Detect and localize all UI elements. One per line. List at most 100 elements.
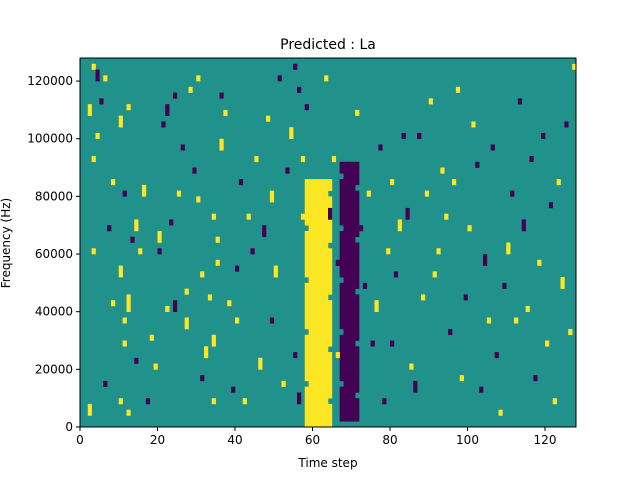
heatmap-band-cell	[355, 334, 360, 341]
heatmap-band-cell	[316, 386, 321, 393]
heatmap-cell	[405, 213, 410, 220]
heatmap-band-cell	[355, 386, 360, 393]
heatmap-band-cell	[347, 363, 352, 370]
heatmap-band-cell	[347, 225, 352, 232]
heatmap-cell	[556, 179, 561, 186]
heatmap-band-cell	[328, 357, 333, 364]
heatmap-cell	[390, 340, 395, 347]
heatmap-band-cell	[343, 213, 348, 220]
heatmap-cell	[300, 213, 306, 220]
heatmap-band-cell	[343, 282, 348, 289]
heatmap-cell	[196, 196, 201, 203]
heatmap-band-cell	[351, 300, 356, 307]
heatmap-band-cell	[328, 179, 333, 186]
heatmap-band-cell	[328, 392, 333, 399]
heatmap-band-cell	[304, 259, 309, 266]
heatmap-band-cell	[351, 311, 356, 318]
heatmap-band-cell	[355, 403, 360, 411]
heatmap-band-cell	[351, 357, 356, 364]
heatmap-band-cell	[316, 248, 321, 255]
heatmap-band-cell	[339, 207, 344, 214]
heatmap-cell	[521, 219, 526, 226]
heatmap-band-cell	[339, 271, 344, 278]
heatmap-cell	[510, 190, 515, 197]
heatmap-band-cell	[343, 369, 348, 376]
heatmap-band-cell	[312, 259, 317, 266]
heatmap-band-cell	[339, 415, 344, 422]
heatmap-band-cell	[328, 386, 333, 393]
heatmap-cell	[382, 398, 387, 405]
heatmap-band-cell	[347, 352, 352, 359]
heatmap-band-cell	[343, 398, 348, 405]
heatmap-band-cell	[355, 254, 360, 261]
heatmap-band-cell	[304, 300, 309, 307]
heatmap-band-cell	[320, 184, 325, 191]
heatmap-band-cell	[339, 375, 344, 382]
heatmap-cell	[87, 109, 92, 116]
heatmap-band-cell	[320, 375, 325, 382]
heatmap-band-cell	[343, 317, 348, 324]
heatmap-band-cell	[316, 288, 321, 295]
heatmap-band-cell	[351, 230, 356, 238]
heatmap-band-cell	[320, 352, 325, 359]
heatmap-band-cell	[339, 213, 344, 220]
heatmap-band-cell	[316, 236, 321, 243]
heatmap-cell	[374, 300, 379, 307]
heatmap-band-cell	[347, 259, 352, 266]
heatmap-band-cell	[351, 282, 356, 289]
heatmap-band-cell	[343, 375, 348, 382]
heatmap-band-cell	[347, 334, 352, 341]
heatmap-cell	[262, 230, 267, 238]
heatmap-cell	[541, 132, 546, 140]
heatmap-band-cell	[308, 421, 313, 428]
heatmap-cell	[440, 167, 445, 174]
x-axis-label: Time step	[297, 456, 357, 470]
heatmap-cell	[122, 317, 127, 324]
heatmap-band-cell	[320, 282, 325, 289]
heatmap-band-cell	[312, 317, 317, 324]
heatmap-band-cell	[316, 196, 321, 203]
heatmap-band-cell	[328, 340, 333, 347]
heatmap-cell	[521, 225, 526, 232]
heatmap-band-cell	[355, 230, 360, 238]
heatmap-band-cell	[347, 369, 352, 376]
heatmap-cell	[126, 300, 131, 307]
heatmap-cell	[200, 375, 205, 382]
heatmap-band-cell	[320, 323, 325, 330]
heatmap-band-cell	[316, 230, 321, 238]
heatmap-cell	[269, 190, 275, 197]
heatmap-band-cell	[343, 190, 348, 197]
heatmap-cell	[173, 92, 178, 99]
heatmap-band-cell	[316, 334, 321, 341]
heatmap-band-cell	[304, 363, 309, 370]
x-tick-label: 40	[227, 433, 242, 447]
heatmap-cell	[258, 363, 263, 370]
heatmap-band-cell	[320, 248, 325, 255]
heatmap-band-cell	[308, 305, 313, 312]
heatmap-cell	[91, 156, 96, 163]
heatmap-band-cell	[304, 248, 309, 255]
heatmap-band-cell	[308, 282, 313, 289]
heatmap-cell	[99, 98, 104, 105]
heatmap-band-cell	[304, 323, 309, 330]
heatmap-band-cell	[312, 380, 317, 387]
heatmap-cell	[134, 219, 139, 226]
heatmap-cell	[529, 156, 534, 163]
heatmap-cell	[483, 259, 488, 266]
heatmap-band-cell	[324, 357, 329, 364]
heatmap-cell	[405, 207, 410, 214]
heatmap-band-cell	[347, 380, 352, 387]
heatmap-band-cell	[320, 219, 325, 226]
heatmap-cell	[413, 380, 418, 387]
heatmap-band-cell	[308, 236, 313, 243]
heatmap-cell	[300, 156, 306, 163]
heatmap-band-cell	[316, 259, 321, 266]
heatmap-cell	[386, 248, 391, 255]
heatmap-cell	[374, 305, 379, 312]
heatmap-band-cell	[339, 282, 344, 289]
heatmap-cell	[362, 282, 368, 289]
heatmap-band-cell	[304, 352, 309, 359]
heatmap-band-cell	[355, 242, 360, 249]
heatmap-cell	[157, 236, 162, 243]
heatmap-band-cell	[347, 254, 352, 261]
